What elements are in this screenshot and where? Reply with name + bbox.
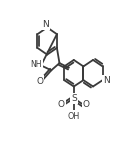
Text: O: O <box>58 100 65 109</box>
Text: O: O <box>83 100 90 109</box>
Text: S: S <box>71 94 77 103</box>
Text: NH: NH <box>30 60 41 69</box>
Text: N: N <box>103 76 110 85</box>
Text: N: N <box>42 20 49 29</box>
Text: OH: OH <box>68 112 80 121</box>
Text: O: O <box>36 76 43 85</box>
